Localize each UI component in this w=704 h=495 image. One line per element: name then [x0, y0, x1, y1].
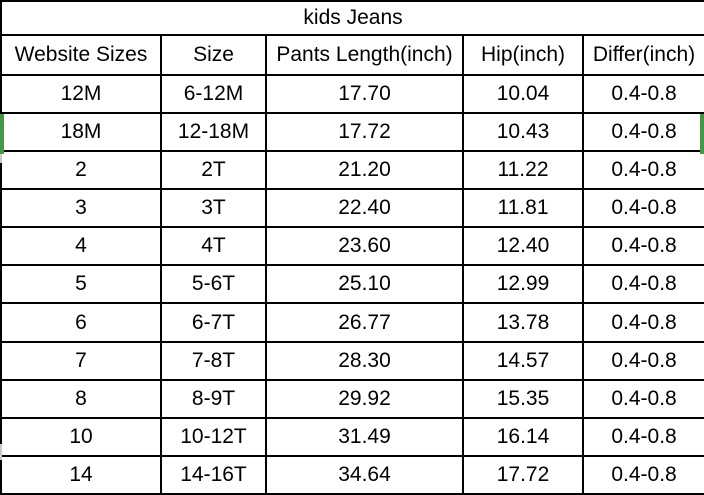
cell[interactable]: 3T — [160, 188, 267, 229]
header-row: Website Sizes Size Pants Length(inch) Hip(i… — [0, 34, 704, 76]
cell[interactable]: 23.60 — [265, 226, 464, 267]
table-title[interactable]: kids Jeans — [0, 0, 704, 36]
cell[interactable]: 11.22 — [462, 150, 584, 191]
table-row: 6 6-7T 26.77 13.78 0.4-0.8 — [0, 302, 704, 343]
cell[interactable]: 2T — [160, 150, 267, 191]
table-row: 3 3T 22.40 11.81 0.4-0.8 — [0, 188, 704, 229]
table-row: 14 14-16T 34.64 17.72 0.4-0.8 — [0, 454, 704, 495]
table-row: 7 7-8T 28.30 14.57 0.4-0.8 — [0, 340, 704, 381]
cell[interactable]: 29.92 — [265, 378, 464, 419]
column-header-3[interactable]: Pants Length(inch) — [265, 34, 464, 76]
cell[interactable]: 8 — [0, 378, 162, 419]
table-body: 12M 6-12M 17.70 10.04 0.4-0.8 18M 12-18M 17.72 1… — [0, 73, 704, 495]
cell[interactable]: 0.4-0.8 — [581, 454, 704, 495]
cell[interactable]: 11.81 — [462, 188, 584, 229]
cell[interactable]: 14.57 — [462, 340, 584, 381]
cell[interactable]: 6-7T — [160, 302, 267, 343]
cell[interactable]: 0.4-0.8 — [581, 73, 704, 115]
cell[interactable]: 3 — [0, 188, 162, 229]
cell[interactable]: 7 — [0, 340, 162, 381]
cell[interactable]: 2 — [0, 150, 162, 191]
cell[interactable]: 17.72 — [462, 454, 584, 495]
cell[interactable]: 5 — [0, 264, 162, 305]
table-row: 4 4T 23.60 12.40 0.4-0.8 — [0, 226, 704, 267]
cell[interactable]: 5-6T — [160, 264, 267, 305]
cell[interactable]: 31.49 — [265, 416, 464, 457]
cell[interactable]: 0.4-0.8 — [581, 416, 704, 457]
gridline-stub — [0, 444, 2, 460]
cell[interactable]: 34.64 — [265, 454, 464, 495]
cell[interactable]: 14 — [0, 454, 162, 495]
cell[interactable]: 21.20 — [265, 150, 464, 191]
cell[interactable]: 25.10 — [265, 264, 464, 305]
cell[interactable]: 0.4-0.8 — [581, 188, 704, 229]
title-row: kids Jeans — [0, 0, 704, 36]
table-row: 8 8-9T 29.92 15.35 0.4-0.8 — [0, 378, 704, 419]
cell[interactable]: 10.04 — [462, 73, 584, 115]
cell[interactable]: 0.4-0.8 — [581, 302, 704, 343]
cell[interactable]: 12M — [0, 73, 162, 115]
cell[interactable]: 6-12M — [160, 73, 267, 115]
cell[interactable]: 0.4-0.8 — [581, 150, 704, 191]
cell[interactable]: 28.30 — [265, 340, 464, 381]
cell[interactable]: 12-18M — [160, 112, 267, 153]
table-row: 10 10-12T 31.49 16.14 0.4-0.8 — [0, 416, 704, 457]
row-selection-border-left — [0, 114, 4, 154]
table-row: 18M 12-18M 17.72 10.43 0.4-0.8 — [0, 112, 704, 153]
cell[interactable]: 12.99 — [462, 264, 584, 305]
cell[interactable]: 4T — [160, 226, 267, 267]
cell[interactable]: 7-8T — [160, 340, 267, 381]
cell[interactable]: 0.4-0.8 — [581, 264, 704, 305]
table-row: 5 5-6T 25.10 12.99 0.4-0.8 — [0, 264, 704, 305]
cell[interactable]: 0.4-0.8 — [581, 226, 704, 267]
cell[interactable]: 8-9T — [160, 378, 267, 419]
gridline-stub — [0, 149, 2, 163]
cell[interactable]: 0.4-0.8 — [581, 378, 704, 419]
cell[interactable]: 26.77 — [265, 302, 464, 343]
cell[interactable]: 15.35 — [462, 378, 584, 419]
table-row: 2 2T 21.20 11.22 0.4-0.8 — [0, 150, 704, 191]
cell[interactable]: 10.43 — [462, 112, 584, 153]
cell[interactable]: 4 — [0, 226, 162, 267]
cell[interactable]: 18M — [0, 112, 162, 153]
cell[interactable]: 0.4-0.8 — [581, 340, 704, 381]
cell[interactable]: 17.72 — [265, 112, 464, 153]
cell[interactable]: 12.40 — [462, 226, 584, 267]
table-row: 12M 6-12M 17.70 10.04 0.4-0.8 — [0, 73, 704, 115]
cell[interactable]: 6 — [0, 302, 162, 343]
cell[interactable]: 10 — [0, 416, 162, 457]
cell[interactable]: 16.14 — [462, 416, 584, 457]
cell[interactable]: 10-12T — [160, 416, 267, 457]
column-header-4[interactable]: Hip(inch) — [462, 34, 584, 76]
column-header-1[interactable]: Website Sizes — [0, 34, 162, 76]
column-header-5[interactable]: Differ(inch) — [581, 34, 704, 76]
cell[interactable]: 22.40 — [265, 188, 464, 229]
cell[interactable]: 13.78 — [462, 302, 584, 343]
row-selection-border-right — [700, 114, 704, 154]
column-header-2[interactable]: Size — [160, 34, 267, 76]
cell[interactable]: 0.4-0.8 — [581, 112, 704, 153]
cell[interactable]: 17.70 — [265, 73, 464, 115]
cell[interactable]: 14-16T — [160, 454, 267, 495]
